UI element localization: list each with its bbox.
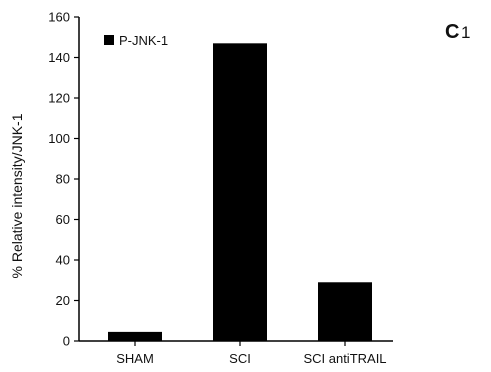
legend: P-JNK-1 (104, 33, 168, 48)
legend-swatch (104, 35, 114, 45)
x-tick-label: SCI (229, 351, 251, 366)
y-tick-label: 80 (56, 172, 70, 187)
y-tick-label: 120 (48, 91, 70, 106)
y-tick-label: 0 (63, 334, 70, 349)
bar-sci-antitrail (318, 282, 372, 341)
legend-label: P-JNK-1 (119, 33, 168, 48)
y-tick-label: 60 (56, 212, 70, 227)
y-tick-label: 20 (56, 293, 70, 308)
bar-sham (108, 331, 162, 341)
bar-sci (213, 43, 267, 341)
bars (108, 43, 372, 341)
y-axis-ticks: 0 20 40 60 80 100 120 140 160 (48, 10, 79, 349)
y-tick-label: 160 (48, 10, 70, 25)
y-tick-label: 140 (48, 50, 70, 65)
panel-letter: C (445, 21, 459, 43)
y-axis-title: % Relative intensity/JNK-1 (9, 113, 25, 278)
x-axis-labels: SHAM SCI SCI antiTRAIL (116, 341, 387, 366)
y-tick-label: 40 (56, 253, 70, 268)
panel-label: C 1 (445, 21, 470, 43)
x-tick-label: SCI antiTRAIL (303, 351, 386, 366)
x-tick-label: SHAM (116, 351, 154, 366)
panel-number: 1 (461, 23, 470, 42)
y-tick-label: 100 (48, 131, 70, 146)
